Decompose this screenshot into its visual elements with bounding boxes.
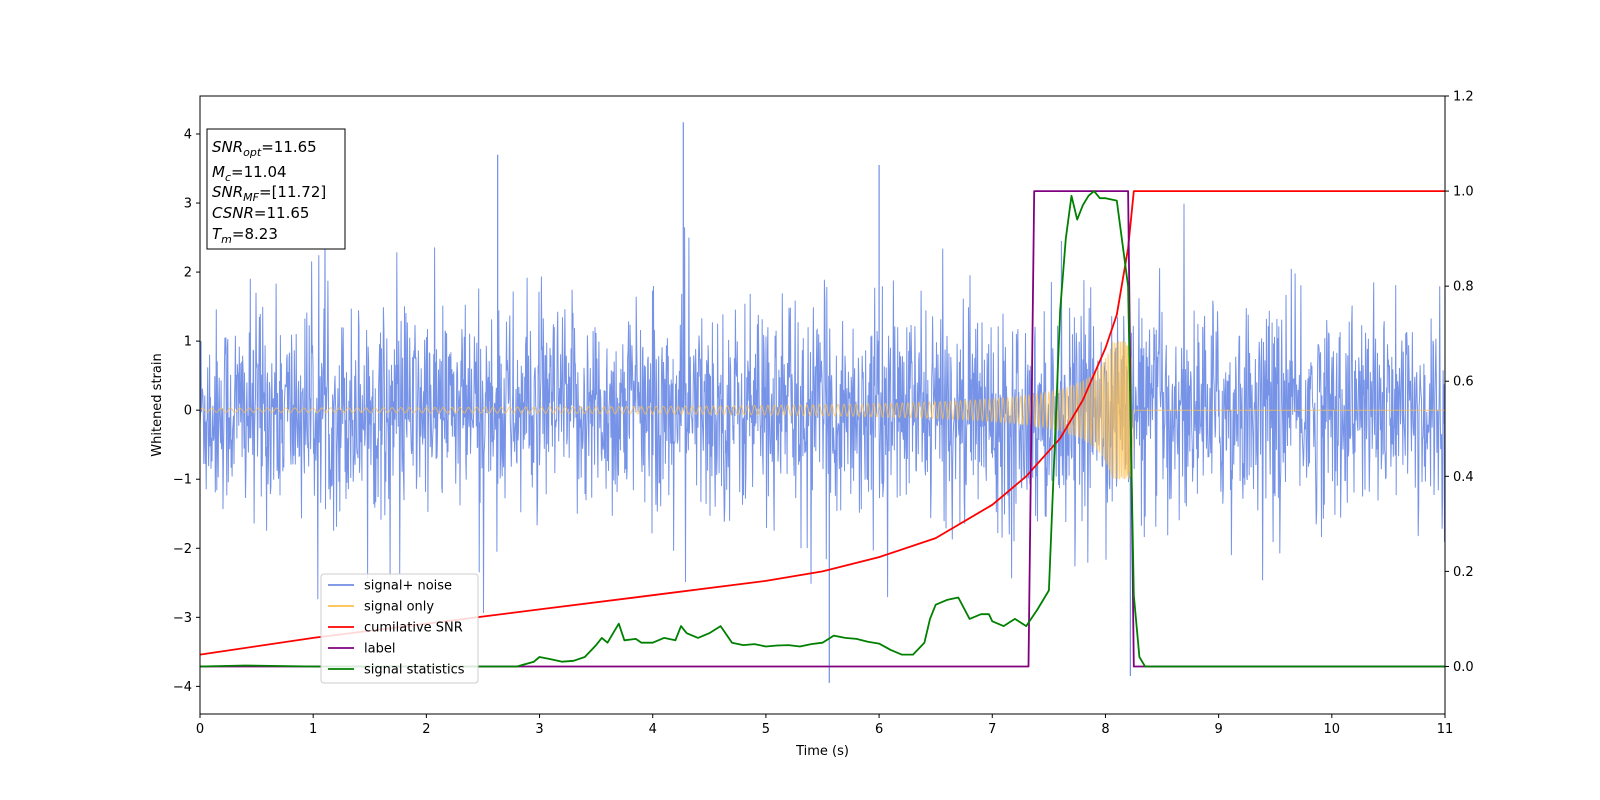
x-tick-label: 5 xyxy=(762,722,770,737)
y-left-tick-label: −3 xyxy=(173,611,192,626)
y-left-tick-label: 4 xyxy=(184,127,192,142)
series-signal-noise xyxy=(200,203,1445,614)
y-right-tick-label: 1.0 xyxy=(1453,185,1474,200)
y-left-tick-label: −1 xyxy=(173,473,192,488)
y-left-tick-label: 0 xyxy=(184,404,192,419)
series-layer xyxy=(200,122,1445,683)
x-tick-label: 8 xyxy=(1101,722,1109,737)
x-tick-label: 4 xyxy=(649,722,657,737)
legend-entry: signal statistics xyxy=(364,663,465,678)
x-tick-label: 1 xyxy=(309,722,317,737)
y-right-tick-label: 0.2 xyxy=(1453,565,1474,580)
series-signal-only xyxy=(200,341,1445,480)
annotation-frame xyxy=(206,128,346,250)
y-left-tick-label: 2 xyxy=(184,266,192,281)
y-left-tick-label: 1 xyxy=(184,335,192,350)
x-tick-label: 6 xyxy=(875,722,883,737)
series-cumilative-snr xyxy=(200,190,1445,656)
legend-entry: signal only xyxy=(364,600,434,615)
left-y-axis: −4 −3 −2 −1 0 1 2 3 4 xyxy=(173,127,200,695)
annotation-line: SNRMF=[11.72] xyxy=(212,183,326,204)
y-left-tick-label: −4 xyxy=(173,680,192,695)
legend: signal+ noise signal only cumilative SNR la… xyxy=(320,573,479,684)
series-signal-statistics xyxy=(200,190,1445,668)
y-right-tick-label: 0.6 xyxy=(1453,375,1474,390)
legend-entry: label xyxy=(364,642,395,657)
x-tick-label: 11 xyxy=(1437,722,1454,737)
x-tick-label: 2 xyxy=(422,722,430,737)
legend-frame xyxy=(320,573,479,684)
x-tick-label: 9 xyxy=(1214,722,1222,737)
x-tick-label: 10 xyxy=(1324,722,1341,737)
annotation-line: CSNR=11.65 xyxy=(212,204,309,222)
annotation-line: Mc=11.04 xyxy=(212,163,287,184)
y-right-tick-label: 0.0 xyxy=(1453,660,1474,675)
plot-frame xyxy=(199,95,1446,715)
y-right-tick-label: 1.2 xyxy=(1453,90,1474,105)
x-tick-label: 7 xyxy=(988,722,996,737)
annotation-line: Tm=8.23 xyxy=(212,225,278,246)
x-tick-label: 3 xyxy=(535,722,543,737)
y-left-tick-label: −2 xyxy=(173,542,192,557)
legend-entry: signal+ noise xyxy=(364,579,452,594)
y-left-tick-label: 3 xyxy=(184,197,192,212)
right-y-axis: 0.0 0.2 0.4 0.6 0.8 1.0 1.2 xyxy=(1445,90,1474,675)
y-right-tick-label: 0.8 xyxy=(1453,280,1474,295)
annotation-line: SNRopt=11.65 xyxy=(212,138,317,159)
annotation-box: SNRopt=11.65 Mc=11.04SNRMF=[11.72]CSNR=11… xyxy=(206,128,346,250)
x-tick-label: 0 xyxy=(196,722,204,737)
x-axis-label: Time (s) xyxy=(795,744,849,759)
y-axis-label: Whitened strain xyxy=(150,353,165,456)
y-right-tick-label: 0.4 xyxy=(1453,470,1474,485)
legend-entry: cumilative SNR xyxy=(364,621,463,636)
x-axis: 0 1 2 3 4 5 6 7 8 9 10 11 xyxy=(196,714,1453,737)
